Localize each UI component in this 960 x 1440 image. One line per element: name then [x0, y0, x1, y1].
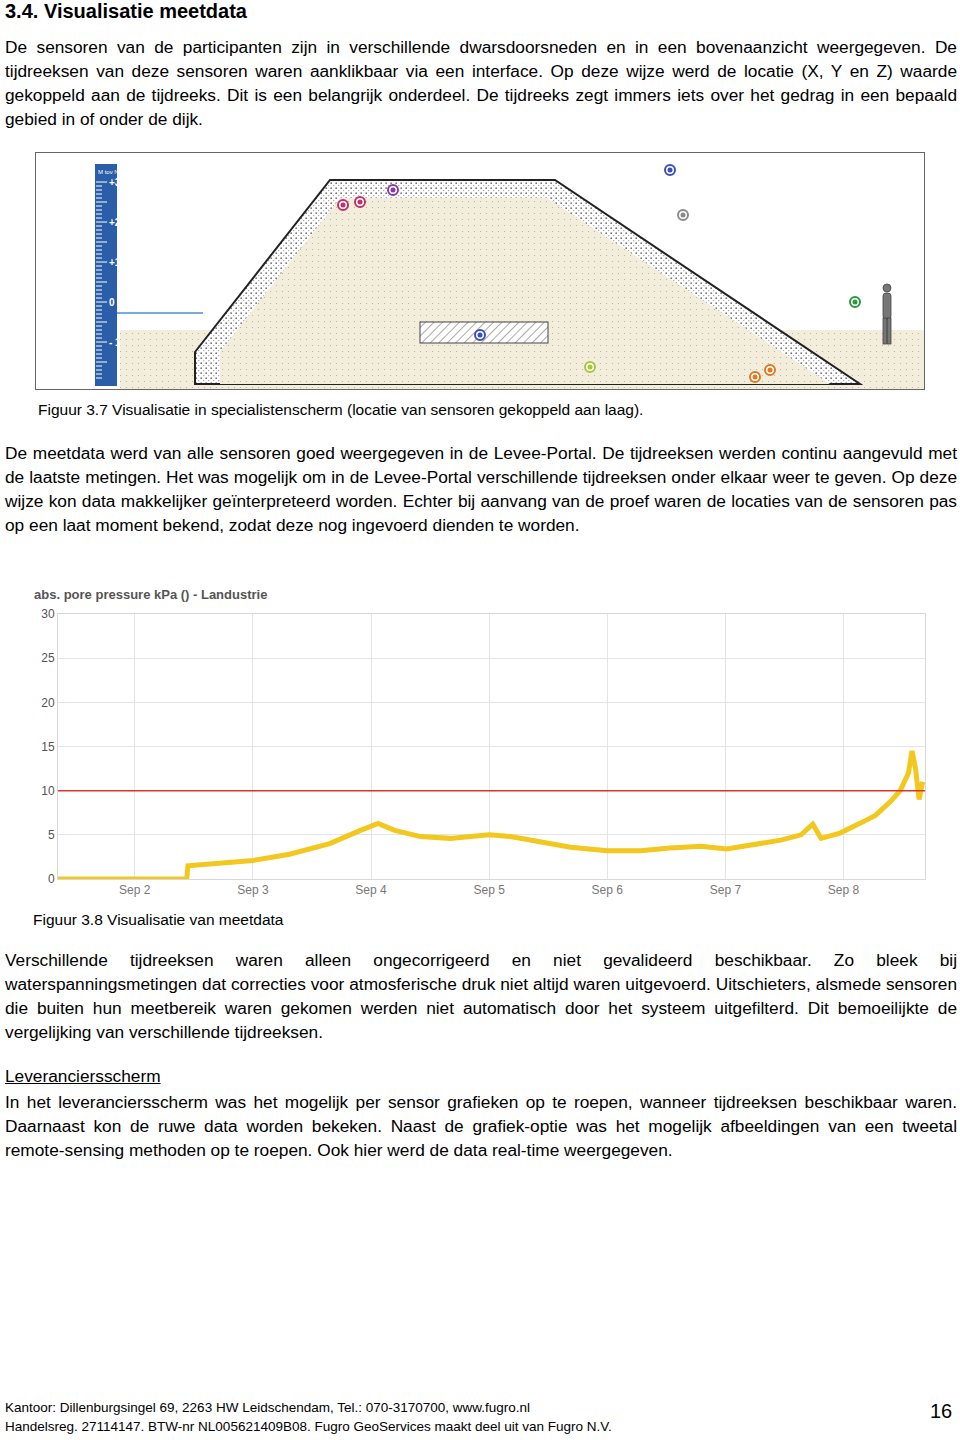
html-text:16: 16: [930, 1400, 953, 1422]
svg-text:10: 10: [41, 784, 55, 798]
html-text:Verschillende tijdreeksen ware: Verschillende tijdreeksen waren alleen o…: [5, 950, 957, 1042]
html-text:3.4. Visualisatie meetdata: 3.4. Visualisatie meetdata: [5, 0, 247, 22]
svg-text:- 1: - 1: [109, 337, 121, 348]
svg-text:Sep 7: Sep 7: [710, 883, 742, 897]
html-text:Leveranciersscherm: Leveranciersscherm: [5, 1066, 161, 1086]
html-text:In het leveranciersscherm was: In het leveranciersscherm was het mogeli…: [5, 1092, 957, 1160]
svg-text:+3: +3: [109, 177, 121, 188]
svg-text:Sep 4: Sep 4: [355, 883, 387, 897]
svg-text:+1: +1: [109, 257, 121, 268]
svg-text:Sep 8: Sep 8: [828, 883, 860, 897]
html-text:Figuur 3.7 Visualisatie in spe: Figuur 3.7 Visualisatie in specialistens…: [38, 401, 644, 418]
html-text:Figuur 3.8 Visualisatie van me: Figuur 3.8 Visualisatie van meetdata: [33, 911, 284, 928]
svg-text:15: 15: [41, 740, 55, 754]
svg-text:Sep 5: Sep 5: [473, 883, 505, 897]
html-text:Kantoor: Dillenburgsingel 69,: Kantoor: Dillenburgsingel 69, 2263 HW Le…: [5, 1400, 531, 1415]
svg-text:Sep 3: Sep 3: [237, 883, 269, 897]
svg-text:Sep 2: Sep 2: [119, 883, 151, 897]
svg-text:Sep 6: Sep 6: [592, 883, 624, 897]
svg-text:0: 0: [109, 297, 115, 308]
svg-text:5: 5: [48, 828, 55, 842]
svg-text:M tov NAP: M tov NAP: [98, 169, 127, 175]
svg-text:0: 0: [48, 872, 55, 886]
svg-text:abs. pore pressure kPa () - La: abs. pore pressure kPa () - Landustrie: [34, 587, 267, 602]
svg-text:25: 25: [41, 651, 55, 665]
svg-text:30: 30: [41, 607, 55, 621]
svg-text:+2: +2: [109, 217, 121, 228]
html-text:De sensoren van de participant: De sensoren van de participanten zijn in…: [5, 37, 957, 129]
html-text:De meetdata werd van alle sens: De meetdata werd van alle sensoren goed …: [5, 443, 957, 535]
svg-text:20: 20: [41, 696, 55, 710]
html-text:Handelsreg. 27114147. BTW-nr N: Handelsreg. 27114147. BTW-nr NL005621409…: [5, 1419, 612, 1434]
